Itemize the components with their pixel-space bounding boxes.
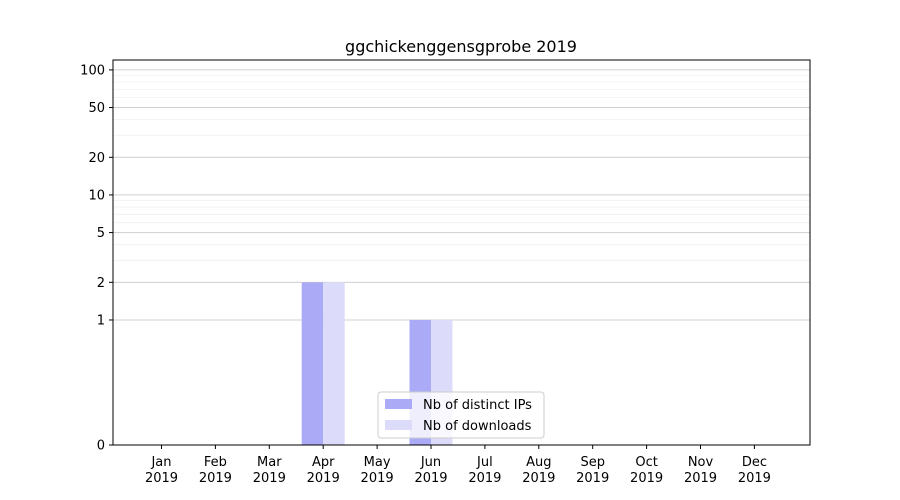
x-tick-label: Jan 2019 (145, 455, 178, 486)
x-tick-label: Jul 2019 (468, 455, 501, 486)
x-tick-label: Feb 2019 (199, 455, 232, 486)
x-tick-label: Nov 2019 (684, 455, 717, 486)
legend-label: Nb of distinct IPs (423, 398, 532, 413)
x-tick-label: Dec 2019 (738, 455, 771, 486)
y-axis: 0 1 2 5 10 20 50 100 (80, 63, 113, 454)
plot-frame (112, 59, 811, 446)
legend-swatch (385, 420, 412, 430)
x-tick-label: Mar 2019 (253, 455, 286, 486)
grid-lines (113, 69, 810, 321)
y-tick-label: 1 (97, 313, 105, 328)
legend-box (377, 391, 545, 439)
y-tick-label: 10 (88, 188, 105, 203)
chart-title: ggchickenggensgprobe 2019 (345, 37, 577, 56)
legend-swatch (385, 399, 412, 409)
legend-label: Nb of downloads (423, 419, 532, 434)
y-tick-label: 2 (97, 276, 105, 291)
x-tick-label: Oct 2019 (630, 455, 663, 486)
bar-downloads (323, 282, 345, 445)
x-tick-label: Jun 2019 (414, 455, 447, 486)
x-tick-label: Apr 2019 (307, 455, 340, 486)
y-tick-label: 50 (88, 101, 105, 116)
legend: Nb of distinct IPs Nb of downloads (377, 391, 545, 439)
x-axis: Jan 2019 Feb 2019 Mar 2019 Apr 2019 May 2019 Jun 20… (145, 445, 771, 486)
y-tick-label: 0 (97, 439, 105, 454)
x-tick-label: Sep 2019 (576, 455, 609, 486)
bar-distinct-ips (301, 282, 324, 445)
y-tick-label: 5 (97, 226, 105, 241)
y-tick-label: 100 (80, 63, 105, 78)
x-tick-label: Aug 2019 (522, 455, 555, 486)
y-tick-label: 20 (88, 151, 105, 166)
x-tick-label: May 2019 (361, 455, 394, 486)
